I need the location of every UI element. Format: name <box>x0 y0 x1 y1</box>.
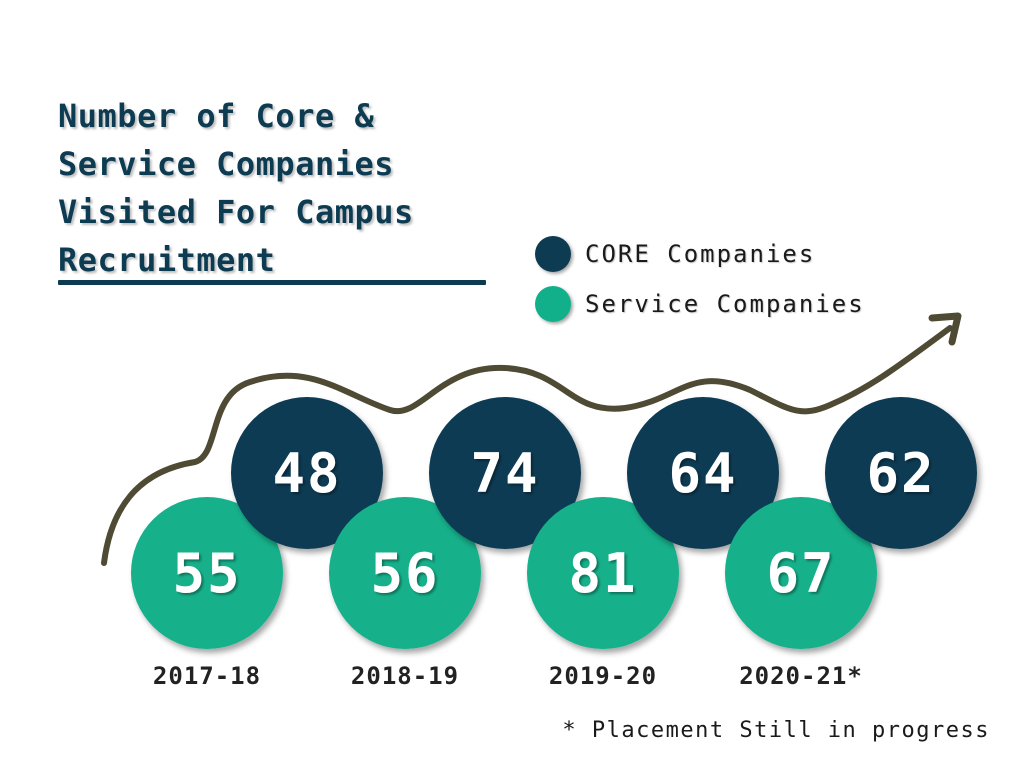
year-labels: 2017-18 2018-19 2019-20 2020-21* <box>153 662 863 690</box>
service-value-2020-21: 67 <box>766 542 835 605</box>
legend-item-core: CORE Companies <box>535 236 815 272</box>
core-value-2018-19: 74 <box>470 442 539 505</box>
core-bubble-2019-20 <box>627 397 779 549</box>
service-bubble-2017-18 <box>131 497 283 649</box>
legend-marker-service <box>535 286 571 322</box>
service-bubble-2020-21 <box>725 497 877 649</box>
trend-line <box>101 325 953 566</box>
legend-item-service: Service Companies <box>535 286 865 322</box>
service-value-2018-19: 56 <box>370 542 439 605</box>
bubbles-group: 55 48 56 74 81 64 67 62 <box>131 397 977 649</box>
title-underline <box>58 280 486 285</box>
legend-marker-core <box>535 236 571 272</box>
legend-label-service: Service Companies <box>585 290 865 318</box>
core-bubble-2017-18 <box>231 397 383 549</box>
legend-label-core: CORE Companies <box>585 240 816 268</box>
service-bubble-2018-19 <box>329 497 481 649</box>
core-value-2019-20: 64 <box>668 442 737 505</box>
service-bubble-2019-20 <box>527 497 679 649</box>
core-bubble-2018-19 <box>429 397 581 549</box>
core-value-2017-18: 48 <box>272 442 341 505</box>
core-value-2020-21: 62 <box>866 442 935 505</box>
year-label-2019-20: 2019-20 <box>549 662 657 690</box>
year-label-2018-19: 2018-19 <box>351 662 459 690</box>
service-value-2019-20: 81 <box>568 542 637 605</box>
chart-title: Number of Core & Service Companies Visit… <box>58 97 414 279</box>
year-label-2017-18: 2017-18 <box>153 662 261 690</box>
service-value-2017-18: 55 <box>172 542 241 605</box>
core-bubble-2020-21 <box>825 397 977 549</box>
trend-arrowhead <box>928 312 962 346</box>
year-label-2020-21: 2020-21* <box>739 662 863 690</box>
footnote: * Placement Still in progress <box>562 718 990 743</box>
